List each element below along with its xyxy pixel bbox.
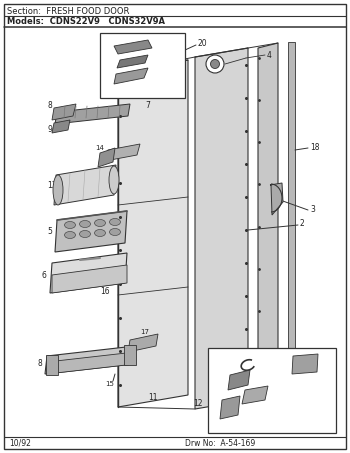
Text: 9: 9 bbox=[47, 125, 52, 134]
Bar bbox=[124, 345, 136, 365]
Text: 20: 20 bbox=[198, 39, 208, 48]
Polygon shape bbox=[52, 104, 76, 120]
Text: 23: 23 bbox=[228, 360, 236, 365]
Bar bbox=[46, 355, 58, 375]
Text: 19: 19 bbox=[304, 366, 314, 375]
Circle shape bbox=[206, 55, 224, 73]
Polygon shape bbox=[47, 352, 135, 374]
Polygon shape bbox=[228, 370, 250, 390]
Polygon shape bbox=[114, 68, 148, 84]
Text: 25: 25 bbox=[228, 395, 236, 400]
Text: Models:  CDNS22V9   CDNS32V9A: Models: CDNS22V9 CDNS32V9A bbox=[7, 16, 165, 25]
Polygon shape bbox=[195, 48, 248, 409]
Polygon shape bbox=[288, 42, 295, 410]
Polygon shape bbox=[258, 43, 278, 410]
Ellipse shape bbox=[53, 175, 63, 205]
Polygon shape bbox=[117, 55, 148, 68]
Text: 27: 27 bbox=[290, 351, 298, 356]
Text: 28: 28 bbox=[210, 413, 218, 418]
Text: 4: 4 bbox=[267, 50, 272, 59]
Bar bbox=[100, 33, 185, 98]
Text: Section:  FRESH FOOD DOOR: Section: FRESH FOOD DOOR bbox=[7, 6, 130, 15]
Text: 7: 7 bbox=[145, 101, 150, 111]
Text: 16: 16 bbox=[100, 288, 110, 297]
Text: 8: 8 bbox=[47, 101, 52, 110]
Ellipse shape bbox=[109, 166, 119, 194]
Ellipse shape bbox=[79, 231, 91, 237]
Polygon shape bbox=[114, 40, 152, 54]
Polygon shape bbox=[128, 334, 158, 352]
Text: 8: 8 bbox=[38, 360, 43, 368]
Text: 1: 1 bbox=[250, 400, 255, 410]
Polygon shape bbox=[220, 396, 240, 419]
Text: 21: 21 bbox=[109, 39, 117, 43]
Ellipse shape bbox=[94, 220, 105, 226]
Text: 14: 14 bbox=[95, 145, 104, 151]
Ellipse shape bbox=[64, 231, 76, 238]
Polygon shape bbox=[52, 120, 70, 133]
Polygon shape bbox=[118, 60, 188, 407]
Polygon shape bbox=[242, 386, 268, 404]
Polygon shape bbox=[45, 346, 135, 374]
Ellipse shape bbox=[110, 228, 120, 236]
Text: 26: 26 bbox=[215, 376, 223, 381]
Polygon shape bbox=[98, 148, 115, 167]
Text: 12: 12 bbox=[193, 399, 203, 408]
Polygon shape bbox=[292, 354, 318, 374]
Text: 3: 3 bbox=[310, 206, 315, 215]
Polygon shape bbox=[270, 183, 283, 215]
Text: 18: 18 bbox=[310, 144, 320, 153]
Polygon shape bbox=[54, 165, 116, 205]
Polygon shape bbox=[52, 265, 127, 293]
Ellipse shape bbox=[94, 230, 105, 236]
Polygon shape bbox=[50, 253, 127, 293]
Polygon shape bbox=[105, 144, 140, 161]
Text: 10/92: 10/92 bbox=[9, 439, 31, 448]
Text: 2: 2 bbox=[300, 220, 305, 228]
Text: 11: 11 bbox=[148, 394, 158, 403]
Text: 24: 24 bbox=[109, 74, 117, 79]
Polygon shape bbox=[55, 104, 130, 124]
Text: 22: 22 bbox=[109, 59, 117, 64]
Text: 17: 17 bbox=[140, 329, 149, 335]
Polygon shape bbox=[55, 211, 127, 252]
Text: 6: 6 bbox=[42, 270, 47, 280]
Ellipse shape bbox=[79, 221, 91, 227]
Text: 13: 13 bbox=[47, 180, 57, 189]
Text: Drw No:  A-54-169: Drw No: A-54-169 bbox=[185, 439, 255, 448]
Circle shape bbox=[210, 59, 219, 68]
Bar bbox=[208, 348, 336, 433]
Text: 5: 5 bbox=[47, 227, 52, 236]
Ellipse shape bbox=[64, 222, 76, 228]
Text: 15: 15 bbox=[105, 381, 114, 387]
Ellipse shape bbox=[110, 218, 120, 226]
